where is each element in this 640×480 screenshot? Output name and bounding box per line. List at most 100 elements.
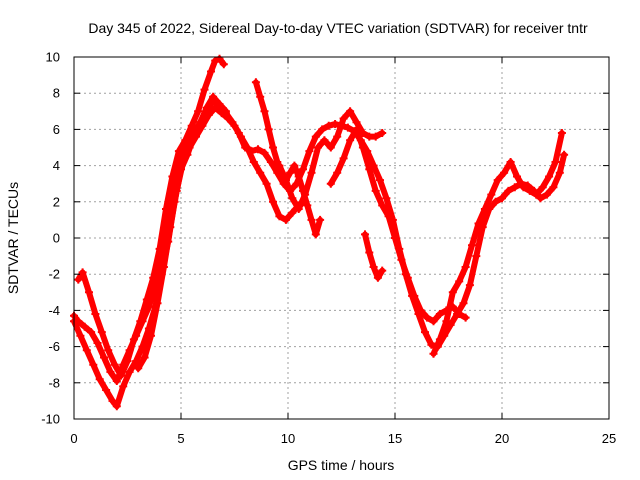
data-point (427, 340, 436, 349)
data-point (557, 129, 566, 137)
data-point (185, 143, 194, 152)
y-tick-label: -8 (48, 375, 60, 390)
data-point (147, 331, 155, 340)
data-point (78, 268, 87, 277)
data-point (243, 143, 252, 152)
data-point (82, 346, 91, 355)
data-point (76, 331, 85, 340)
data-series (275, 107, 387, 213)
data-point (455, 277, 464, 286)
data-point (549, 183, 558, 192)
data-point (166, 223, 175, 232)
data-point (299, 165, 307, 174)
data-point (316, 215, 325, 224)
data-point (538, 183, 547, 192)
data-series (361, 230, 387, 282)
data-point (468, 241, 476, 250)
x-tick-label: 25 (602, 431, 616, 446)
data-point (288, 208, 297, 217)
data-point (251, 78, 260, 87)
data-point (108, 396, 117, 405)
data-point (209, 92, 218, 101)
x-tick-label: 10 (281, 431, 295, 446)
data-point (134, 364, 143, 373)
data-point (510, 183, 519, 192)
data-point (153, 299, 162, 308)
data-point (423, 313, 432, 322)
data-point (513, 172, 521, 181)
data-point (542, 190, 551, 199)
data-point (429, 349, 438, 358)
y-tick-label: 2 (53, 194, 60, 209)
data-point (95, 375, 104, 384)
y-axis-label: SDTVAR / TECUs (5, 182, 21, 294)
series-line (71, 93, 229, 410)
data-point (215, 54, 224, 63)
data-point (74, 275, 83, 284)
x-tick-label: 20 (495, 431, 509, 446)
data-point (106, 367, 115, 376)
data-point (326, 143, 335, 152)
data-point (320, 136, 329, 145)
data-point (442, 317, 451, 326)
data-point (324, 121, 333, 130)
data-point (474, 219, 483, 228)
data-point (339, 114, 348, 123)
data-point (219, 60, 228, 69)
data-point (149, 273, 158, 282)
y-tick-label: -6 (48, 339, 60, 354)
data-point (416, 306, 425, 315)
data-point (89, 360, 98, 369)
data-point (378, 201, 387, 210)
y-tick-label: 8 (53, 86, 60, 101)
data-point (448, 288, 457, 297)
data-point (129, 335, 138, 344)
data-point (207, 67, 215, 76)
data-point (80, 322, 89, 331)
data-series (429, 129, 566, 358)
data-point (262, 179, 271, 188)
data-point (305, 147, 314, 156)
data-point (403, 273, 412, 282)
data-point (435, 310, 444, 318)
data-point (215, 100, 224, 109)
data-point (269, 197, 277, 206)
data-point (326, 179, 335, 188)
data-point (224, 114, 233, 123)
y-tick-label: -10 (41, 412, 60, 427)
x-tick-label: 0 (70, 431, 77, 446)
y-tick-label: 0 (53, 231, 60, 246)
grid-layer (74, 57, 609, 419)
data-point (500, 168, 509, 177)
data-point (358, 143, 367, 152)
data-point (307, 168, 316, 177)
series-line (135, 104, 302, 372)
data-point (132, 357, 141, 366)
data-point (361, 230, 369, 239)
data-point (236, 132, 245, 141)
data-point (162, 205, 170, 213)
data-point (119, 382, 128, 391)
data-point (281, 215, 290, 224)
data-point (102, 386, 111, 394)
y-tick-label: -4 (48, 303, 60, 318)
data-point (455, 310, 464, 318)
data-point (256, 92, 265, 101)
data-point (187, 121, 196, 130)
data-point (260, 107, 269, 116)
data-point (275, 161, 284, 170)
data-point (100, 353, 108, 362)
data-point (85, 288, 93, 297)
data-point (269, 143, 277, 152)
data-point (371, 186, 380, 195)
data-point (200, 85, 209, 94)
data-point (519, 183, 528, 192)
data-point (491, 197, 500, 206)
data-point (288, 194, 297, 203)
data-point (301, 190, 310, 199)
data-point (532, 190, 541, 199)
data-point (202, 103, 211, 112)
data-point (545, 172, 554, 181)
data-point (504, 186, 513, 195)
